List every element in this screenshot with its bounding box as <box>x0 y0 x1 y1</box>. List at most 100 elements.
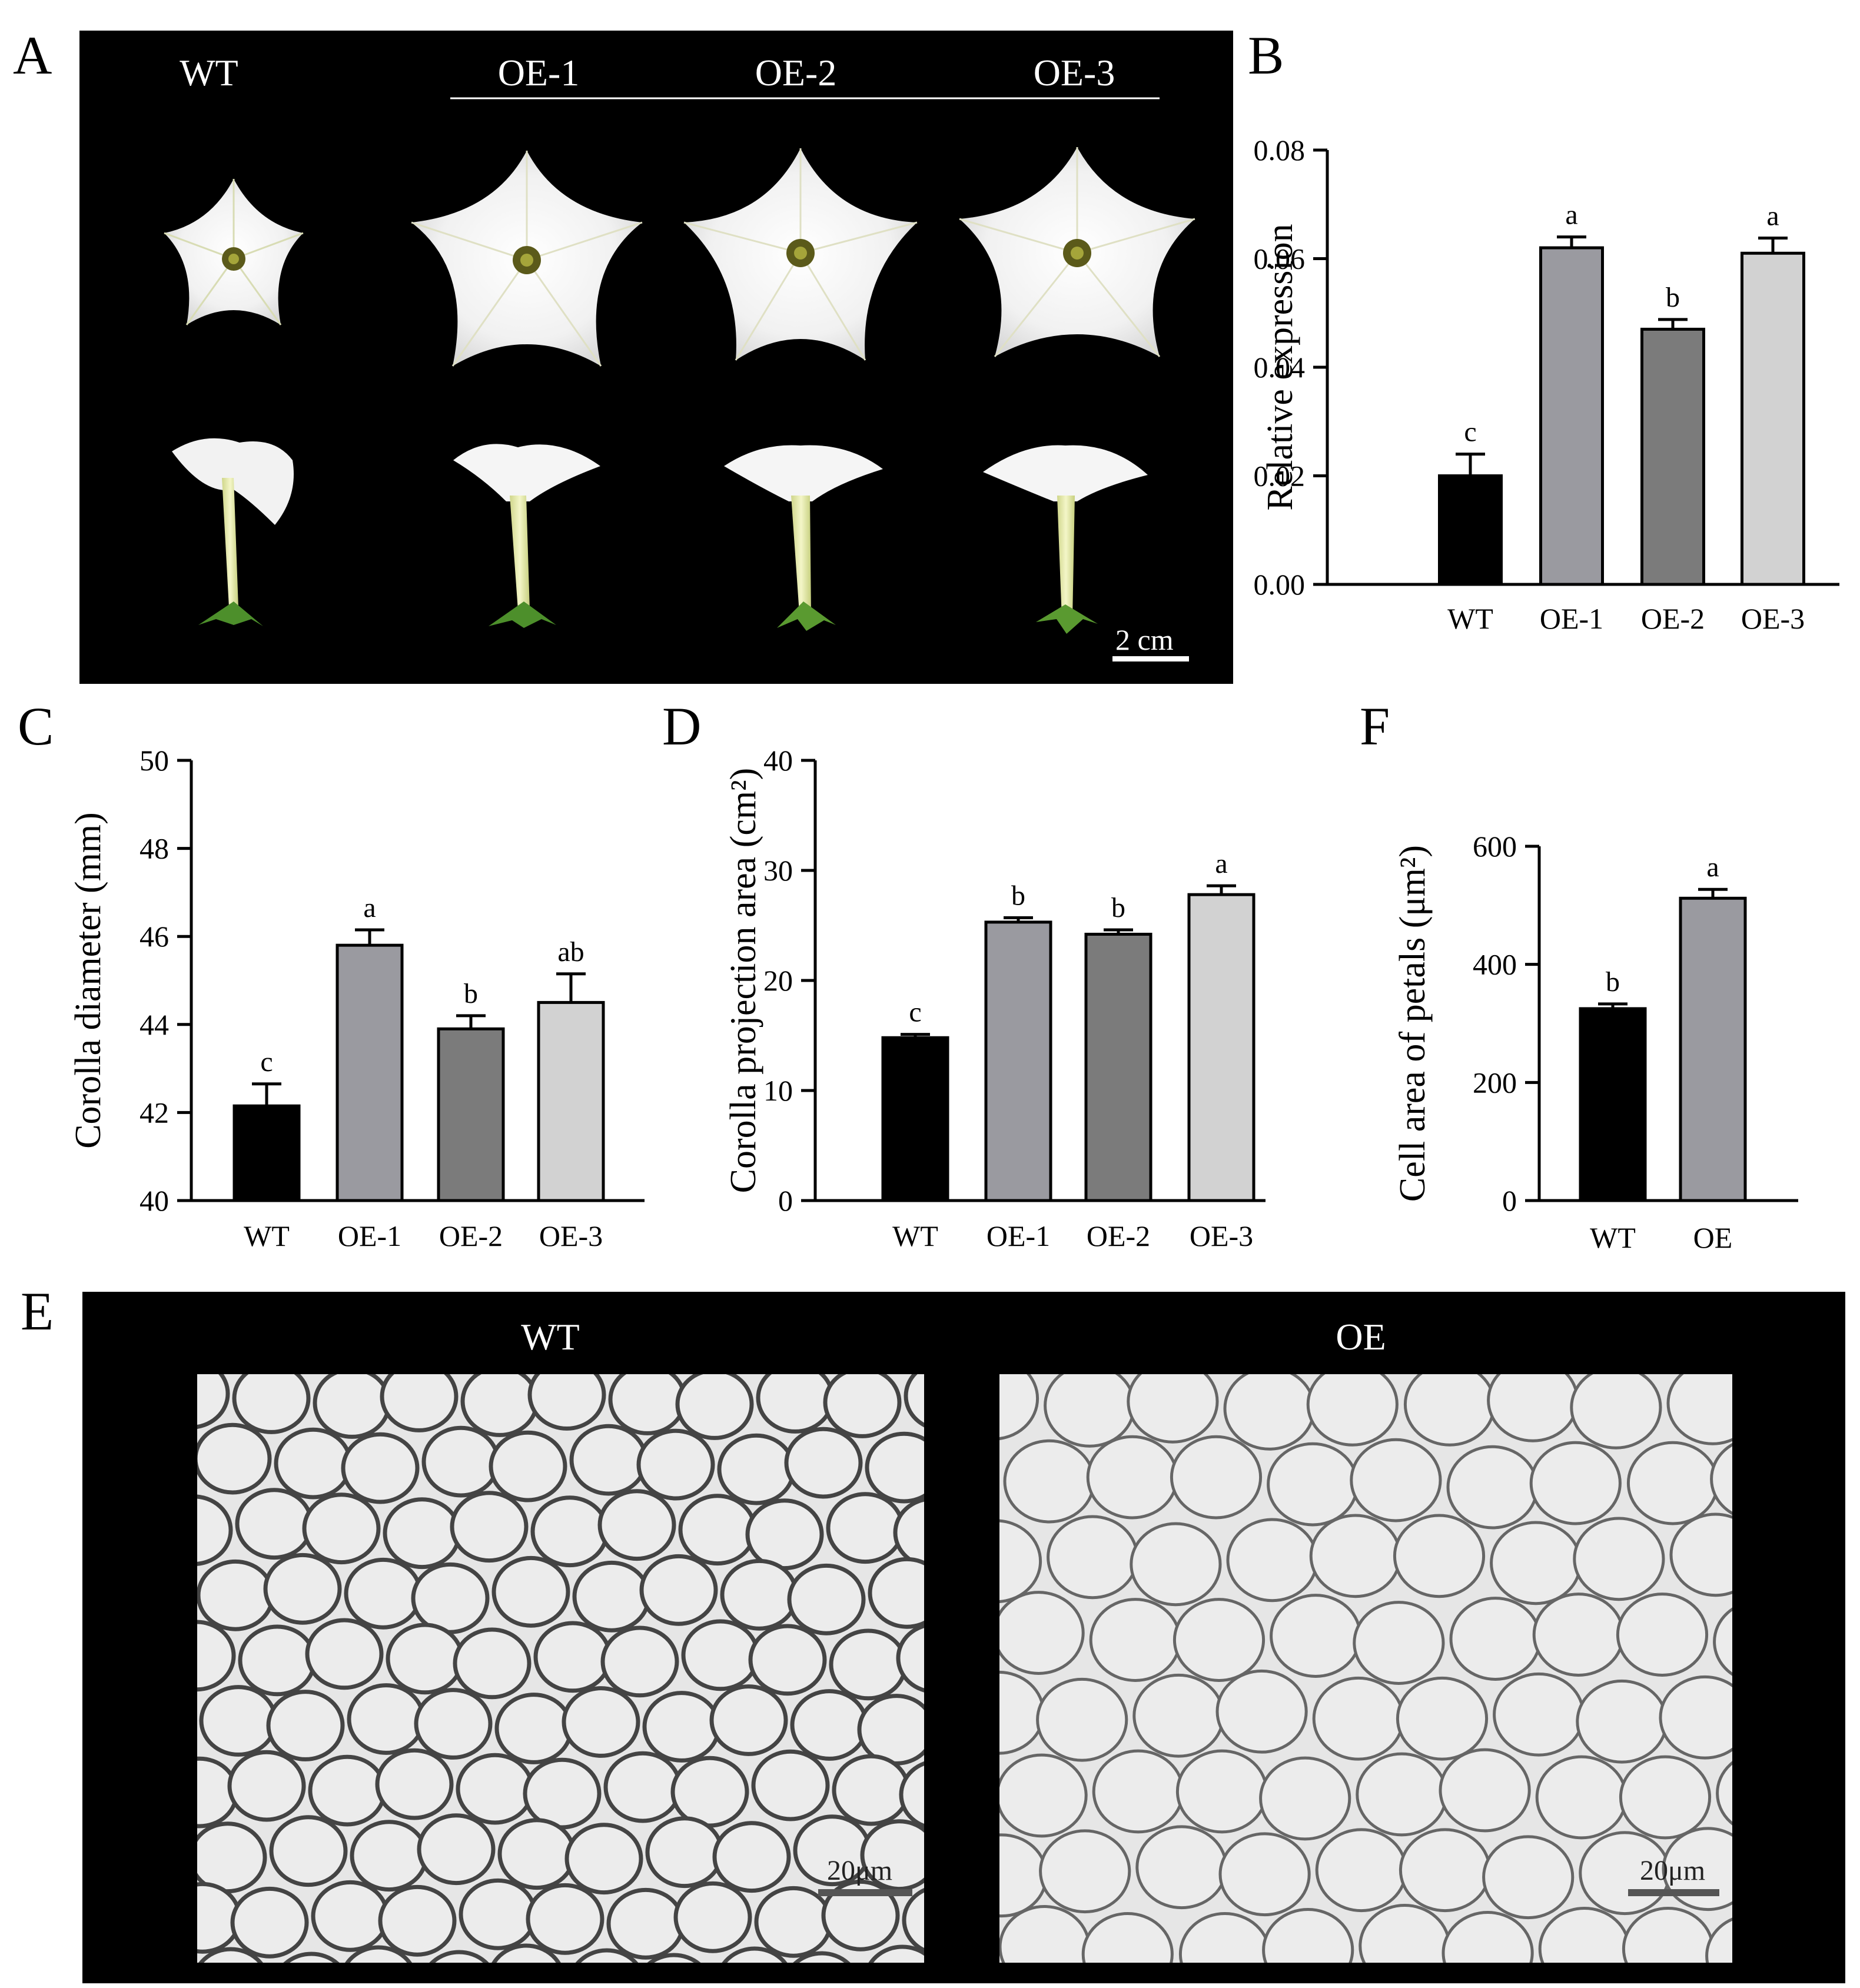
cell-outline <box>526 1883 604 1955</box>
significance-letter: a <box>1215 848 1227 879</box>
cell-outline <box>902 1888 924 1953</box>
cell-outline <box>784 1427 863 1499</box>
y-tick-label: 40 <box>763 744 793 777</box>
significance-letter: b <box>1111 892 1125 923</box>
cell-outline <box>999 1591 1085 1675</box>
flower-top-oe3 <box>959 147 1195 357</box>
y-tick-label: 10 <box>763 1074 793 1107</box>
x-tick-label: WT <box>1590 1221 1636 1254</box>
significance-letter: a <box>363 892 376 923</box>
cell-pattern-oe <box>999 1374 1732 1963</box>
cell-outline <box>1666 1374 1732 1445</box>
cell-outline <box>227 1750 306 1822</box>
cell-outline <box>865 1431 924 1504</box>
photo-label-oe3: OE-3 <box>1033 52 1115 94</box>
significance-letter: c <box>260 1046 273 1078</box>
x-tick-label: OE-3 <box>1741 602 1805 635</box>
flower-side-wt <box>172 438 294 626</box>
cell-outline <box>378 1884 457 1957</box>
bar <box>984 920 1052 1202</box>
bar <box>881 1036 949 1202</box>
cell-outline <box>1039 1829 1131 1914</box>
y-axis-title: Corolla projection area (cm²) <box>723 768 763 1194</box>
x-tick-label: WT <box>244 1219 290 1252</box>
cell-outline <box>1570 1374 1662 1450</box>
cell-outline <box>675 1374 754 1440</box>
cell-outline <box>1669 1512 1732 1597</box>
y-tick-label: 0.06 <box>1254 242 1306 275</box>
x-tick-label: OE-3 <box>1190 1219 1253 1252</box>
cell-outline <box>1573 1517 1665 1601</box>
cell-outline <box>1710 1442 1732 1515</box>
cell-outline <box>1616 1593 1709 1677</box>
x-tick-label: OE-3 <box>539 1219 603 1252</box>
bar <box>437 1027 505 1202</box>
cell-outline <box>1218 1832 1311 1917</box>
cell-outline <box>489 1430 567 1502</box>
x-tick-label: OE-2 <box>1087 1219 1150 1252</box>
significance-letter: b <box>1011 880 1025 911</box>
significance-letter: c <box>909 997 921 1028</box>
micro-label-wt: WT <box>521 1316 580 1358</box>
cell-outline <box>302 1492 381 1565</box>
cell-outline <box>709 1684 788 1756</box>
cell-outline <box>1081 1912 1174 1963</box>
cell-outline <box>263 1552 342 1625</box>
y-axis-title: Cell area of petals (μm²) <box>1393 845 1433 1202</box>
cell-outline <box>562 1686 640 1758</box>
cell-outline <box>673 1881 752 1953</box>
cell-outline <box>868 1944 924 1963</box>
cell-outline <box>1173 1598 1266 1682</box>
cell-outline <box>491 1943 561 1963</box>
cell-outline <box>197 1374 230 1430</box>
cell-outline <box>1439 1748 1531 1833</box>
flower-side-oe3 <box>983 445 1148 634</box>
significance-letter: a <box>1565 200 1577 231</box>
flower-top-oe2 <box>683 148 918 361</box>
cell-outline <box>787 1563 866 1635</box>
cell-outline <box>636 1428 715 1501</box>
micro-scale-label-wt: 20μm <box>827 1855 893 1886</box>
cell-outline <box>1529 1441 1622 1525</box>
cell-outline <box>899 1761 924 1829</box>
bar <box>232 1104 301 1202</box>
bar <box>1084 932 1152 1202</box>
micrograph-wt: 20μm <box>197 1374 924 1963</box>
bar <box>336 943 404 1202</box>
y-tick-label: 0.00 <box>1254 568 1306 601</box>
cell-outline <box>575 1948 639 1963</box>
x-tick-label: OE-2 <box>439 1219 503 1252</box>
cell-outline <box>429 1950 489 1963</box>
cell-outline <box>414 1688 493 1760</box>
y-tick-label: 600 <box>1473 830 1517 863</box>
cell-outline <box>1716 1761 1732 1826</box>
cell-outline <box>450 1491 529 1563</box>
panel-letter-f: F <box>1360 696 1390 756</box>
cell-outline <box>417 1813 496 1886</box>
cell-outline <box>1306 1374 1399 1447</box>
flower-illustrations <box>164 97 1195 634</box>
cell-outline <box>597 1489 676 1561</box>
y-axis-title: Corolla diameter (mm) <box>68 812 108 1149</box>
cell-outline <box>1393 1514 1486 1598</box>
cell-outline <box>197 1494 233 1566</box>
flower-top-wt <box>164 179 304 325</box>
panel-letter-b: B <box>1248 25 1284 85</box>
cell-outline <box>527 1374 606 1431</box>
photo-label-oe2: OE-2 <box>755 52 837 94</box>
y-tick-label: 50 <box>140 744 169 777</box>
photo-label-wt: WT <box>180 52 238 94</box>
cell-outline <box>647 1953 701 1963</box>
cell-outline <box>1170 1435 1263 1520</box>
cell-outline <box>1482 1835 1575 1920</box>
y-tick-label: 44 <box>140 1008 169 1041</box>
flower-side-oe2 <box>724 445 883 631</box>
bar <box>1741 251 1805 586</box>
cell-outline <box>230 1886 309 1959</box>
cell-outline <box>893 1497 924 1568</box>
x-tick-label: WT <box>892 1219 938 1252</box>
cell-outline <box>999 1519 1042 1604</box>
cell-outline <box>197 1422 272 1495</box>
cell-outline <box>380 1374 459 1432</box>
